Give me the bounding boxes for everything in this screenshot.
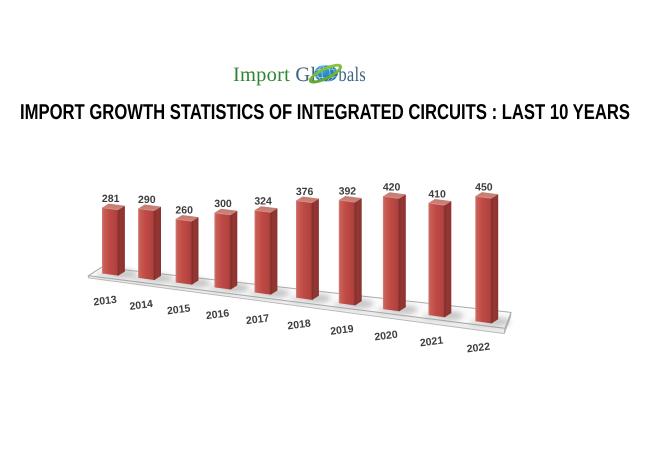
svg-text:2015: 2015 (166, 303, 191, 318)
svg-text:2016: 2016 (205, 307, 230, 322)
svg-text:2013: 2013 (93, 294, 118, 309)
svg-text:410: 410 (428, 188, 446, 200)
svg-text:2017: 2017 (245, 312, 270, 327)
svg-text:2020: 2020 (374, 329, 399, 344)
svg-text:2022: 2022 (466, 341, 491, 356)
svg-text:324: 324 (254, 196, 272, 208)
svg-text:bals: bals (338, 64, 366, 86)
svg-text:450: 450 (475, 182, 493, 194)
svg-text:260: 260 (175, 204, 193, 216)
svg-text:2019: 2019 (330, 323, 355, 338)
svg-text:2014: 2014 (129, 298, 154, 313)
svg-text:376: 376 (296, 186, 314, 198)
svg-text:2021: 2021 (419, 335, 444, 350)
svg-text:281: 281 (102, 193, 120, 205)
svg-text:2018: 2018 (287, 318, 312, 333)
svg-text:392: 392 (339, 185, 357, 197)
svg-text:420: 420 (383, 182, 401, 194)
svg-text:300: 300 (214, 198, 232, 210)
svg-text:Import Gl: Import Gl (233, 64, 316, 86)
svg-text:290: 290 (138, 194, 156, 206)
svg-text:IMPORT GROWTH STATISTICS OF IN: IMPORT GROWTH STATISTICS OF INTEGRATED C… (20, 100, 630, 124)
